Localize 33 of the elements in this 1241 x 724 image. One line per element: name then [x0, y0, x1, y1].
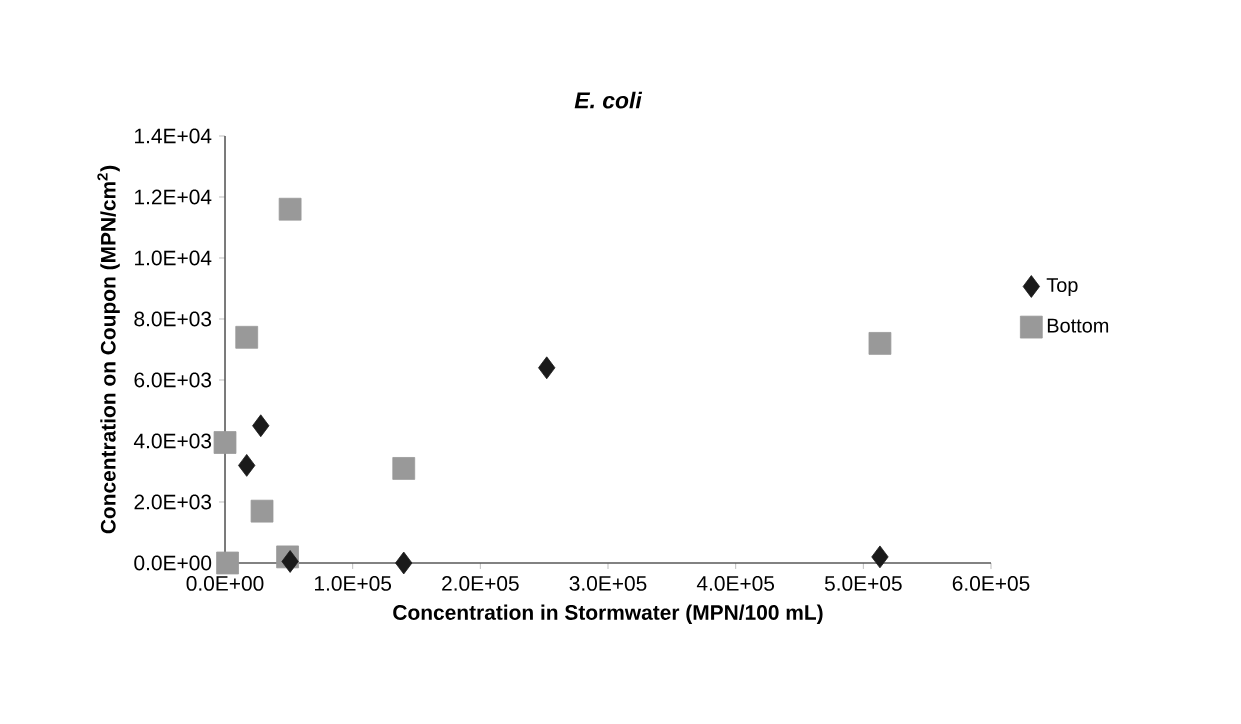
- x-tick-label: 1.0E+05: [315, 576, 392, 591]
- point: [235, 325, 259, 349]
- point: [238, 454, 256, 477]
- point: [281, 550, 299, 573]
- x-tick-label: 3.0E+05: [569, 576, 647, 591]
- x-tick-label: 6.0E+05: [952, 576, 1030, 591]
- point: [213, 431, 237, 454]
- legend-label: Bottom: [1047, 318, 1109, 333]
- point: [871, 545, 889, 569]
- chart-title: E. coli: [574, 91, 643, 109]
- point: [216, 551, 239, 575]
- x-axis-title: Concentration in Stormwater (MPN/100 mL): [393, 604, 823, 625]
- y-tick-label: 0.0E+00: [134, 555, 212, 571]
- x-tick-label: 2.0E+05: [442, 576, 519, 591]
- point: [538, 356, 556, 380]
- x-tick-label: 5.0E+05: [824, 576, 902, 591]
- legend-label: Top: [1046, 278, 1078, 296]
- y-axis-title: Concentration on Coupon (MPN/cm$^{2}$): [97, 165, 120, 534]
- y-tick-label: 1.2E+04: [135, 189, 212, 205]
- x-tick-label: 4.0E+05: [696, 576, 775, 591]
- point: [250, 499, 274, 523]
- point: [868, 332, 892, 355]
- y-tick-label: 1.0E+04: [135, 250, 212, 266]
- point: [392, 457, 416, 480]
- y-tick-label: 2.0E+03: [134, 494, 212, 510]
- y-tick-label: 6.0E+03: [134, 372, 212, 388]
- y-tick-label: 1.4E+04: [135, 128, 212, 144]
- y-tick-label: 8.0E+03: [134, 311, 212, 327]
- point: [252, 414, 270, 438]
- y-tick-label: 4.0E+03: [133, 433, 212, 449]
- point: [395, 551, 413, 575]
- x-tick-label: 0.0E+00: [186, 576, 264, 591]
- point: [278, 197, 302, 221]
